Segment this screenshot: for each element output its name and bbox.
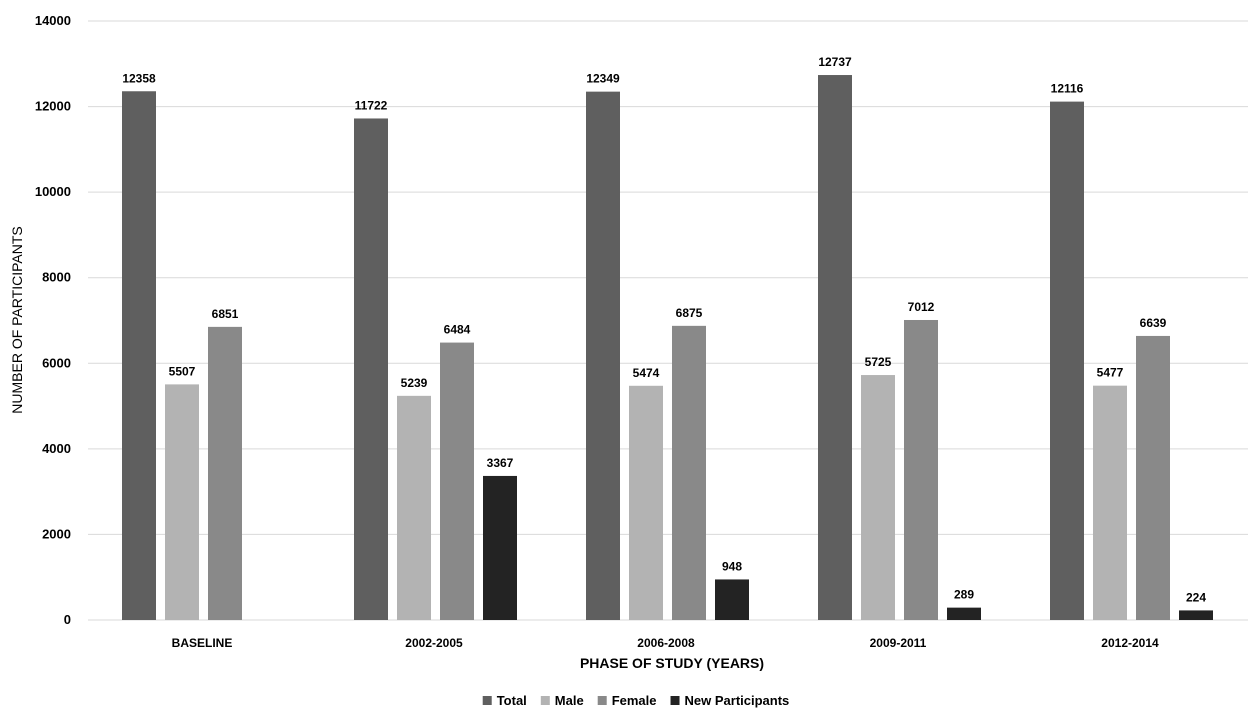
data-label: 12358 [122, 71, 156, 85]
bar-female [904, 319, 938, 620]
y-tick-label: 2000 [42, 526, 71, 541]
data-label: 12116 [1051, 82, 1084, 96]
legend-swatch [540, 696, 550, 705]
gridlines [88, 20, 1248, 621]
data-label: 12737 [818, 55, 852, 69]
bar-total [354, 118, 388, 621]
x-category-label: BASELINE [172, 636, 233, 650]
data-label: 948 [722, 559, 742, 573]
data-label: 5477 [1097, 366, 1124, 380]
y-tick-label: 10000 [35, 184, 71, 199]
legend-swatch [670, 696, 680, 705]
bar-male [397, 395, 431, 620]
y-axis-ticks: 0 2000 4000 6000 8000 10000 12000 14000 [35, 13, 71, 627]
bar-male [861, 375, 895, 620]
x-axis-title: PHASE OF STUDY (YEARS) [580, 655, 764, 671]
bar-male [629, 385, 663, 620]
y-axis-title: NUMBER OF PARTICIPANTS [9, 226, 25, 413]
x-category-label: 2006-2008 [637, 636, 695, 650]
bar-total [818, 75, 852, 621]
y-tick-label: 4000 [42, 441, 71, 456]
data-label: 5725 [865, 355, 892, 369]
y-tick-label: 14000 [35, 13, 71, 28]
data-label: 7012 [908, 300, 935, 314]
bar-new-participants [483, 475, 517, 620]
bar-female [1136, 335, 1170, 620]
data-labels: 12358 5507 6851 11722 5239 6484 3367 12349 5474 6… [122, 55, 1206, 604]
bar-female [672, 325, 706, 620]
data-label: 289 [954, 588, 974, 602]
data-label: 6639 [1140, 316, 1167, 330]
legend-label: Male [555, 693, 584, 708]
data-label: 5474 [633, 366, 660, 380]
bar-total [1050, 101, 1084, 621]
legend: Total Male Female New Participants [482, 693, 790, 708]
bar-new-participants [1179, 610, 1213, 620]
x-category-label: 2009-2011 [870, 636, 927, 650]
x-category-label: 2012-2014 [1101, 636, 1159, 650]
x-axis-categories: BASELINE 2002-2005 2006-2008 2009-2011 2012-… [172, 636, 1159, 650]
y-tick-label: 0 [64, 612, 71, 627]
y-tick-label: 8000 [42, 270, 71, 285]
legend-label: Female [612, 693, 657, 708]
legend-swatch [482, 696, 492, 705]
legend-label: New Participants [685, 693, 790, 708]
data-label: 5507 [169, 364, 196, 378]
y-tick-label: 6000 [42, 355, 71, 370]
y-tick-label: 12000 [35, 99, 71, 114]
legend-label: Total [497, 693, 527, 708]
legend-swatch [597, 696, 607, 705]
bar-female [440, 342, 474, 620]
data-label: 3367 [487, 456, 514, 470]
data-label: 5239 [401, 376, 428, 390]
bar-male [1093, 385, 1127, 620]
data-label: 11722 [355, 98, 388, 112]
data-label: 12349 [586, 72, 620, 86]
bars [122, 75, 1213, 621]
data-label: 224 [1186, 590, 1206, 604]
bar-total [586, 91, 620, 620]
x-category-label: 2002-2005 [405, 636, 463, 650]
data-label: 6484 [444, 323, 471, 337]
bar-new-participants [715, 579, 749, 620]
bar-total [122, 91, 156, 620]
data-label: 6875 [676, 306, 703, 320]
bar-new-participants [947, 607, 981, 620]
data-label: 6851 [212, 307, 239, 321]
bar-male [165, 384, 199, 620]
bar-female [208, 326, 242, 620]
